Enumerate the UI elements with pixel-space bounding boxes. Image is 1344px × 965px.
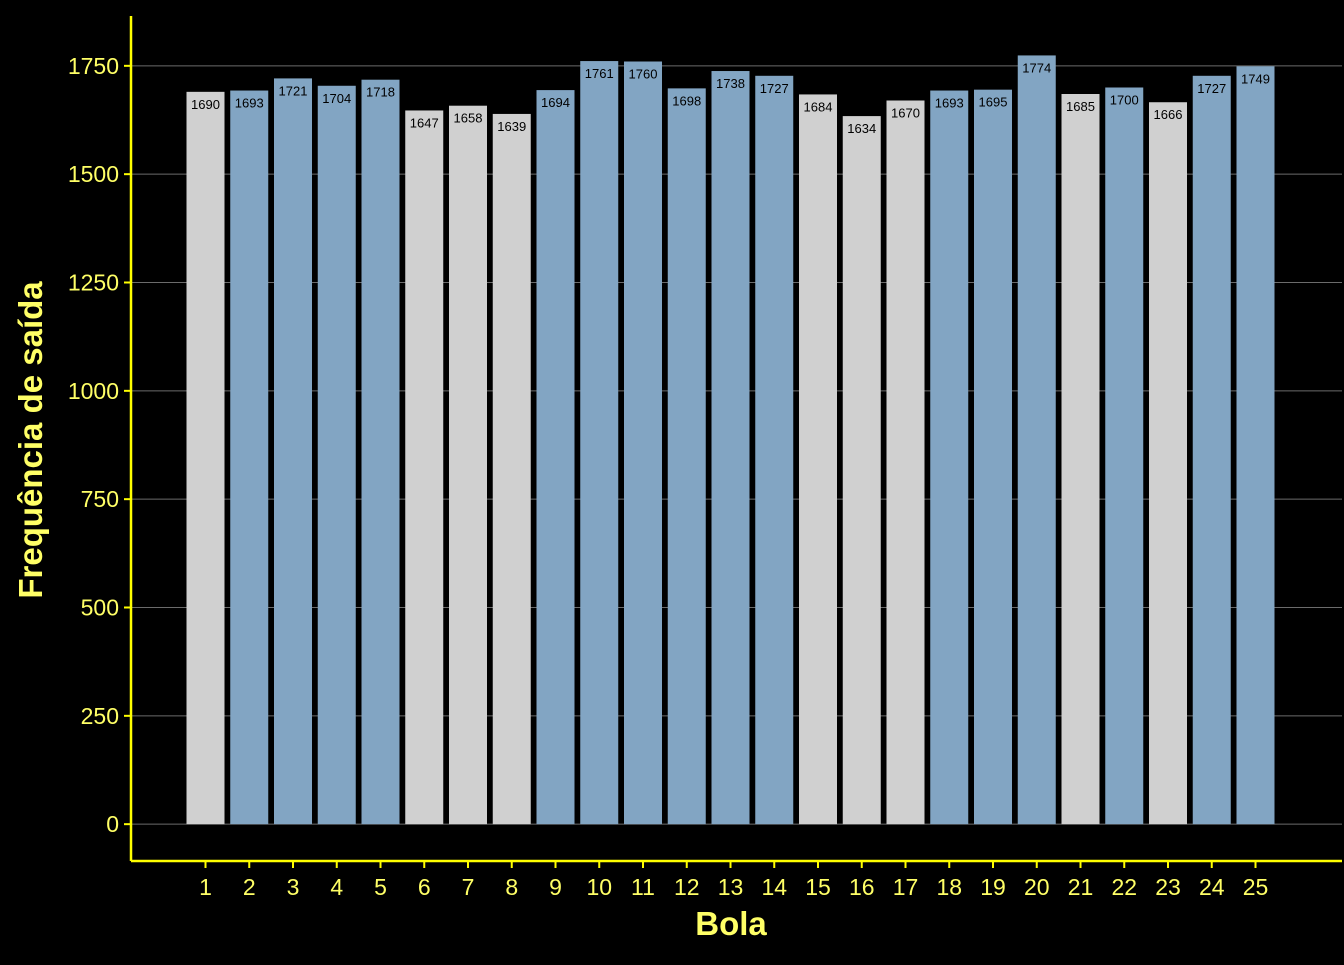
bar: [842, 116, 881, 825]
bar: [449, 105, 487, 825]
bar-value-label: 1647: [410, 115, 439, 130]
x-tick-label: 7: [462, 874, 475, 900]
bar: [186, 91, 225, 825]
bar-value-label: 1749: [1241, 71, 1270, 86]
x-tick-label: 19: [980, 874, 1006, 900]
bar-value-label: 1684: [804, 99, 833, 114]
x-tick-label: 8: [505, 874, 518, 900]
bar-value-label: 1693: [235, 96, 264, 111]
x-tick-label: 18: [936, 874, 962, 900]
bar-value-label: 1700: [1110, 93, 1139, 108]
bars: [186, 55, 1275, 825]
bar: [405, 110, 444, 825]
bar-value-label: 1695: [979, 95, 1008, 110]
bar-value-label: 1774: [1022, 60, 1051, 75]
x-tick-label: 3: [287, 874, 300, 900]
x-tick-label: 16: [849, 874, 875, 900]
bar-value-label: 1721: [279, 83, 308, 98]
bar: [1017, 55, 1056, 825]
bar-value-label: 1658: [454, 111, 483, 126]
y-tick-label: 250: [81, 703, 119, 729]
bar: [755, 75, 794, 825]
bar-value-label: 1738: [716, 76, 745, 91]
x-tick-label: 22: [1111, 874, 1137, 900]
bar: [361, 79, 400, 825]
x-tick-label: 21: [1068, 874, 1094, 900]
bar-value-label: 1634: [847, 121, 876, 136]
bar: [930, 90, 969, 825]
x-tick-label: 24: [1199, 874, 1225, 900]
bar-value-label: 1670: [891, 106, 920, 121]
bar: [492, 113, 531, 825]
x-tick-label: 15: [805, 874, 831, 900]
bar: [317, 85, 356, 825]
bar: [624, 61, 662, 825]
y-tick-label: 1000: [68, 378, 119, 404]
y-tick-label: 1500: [68, 161, 119, 187]
x-tick-label: 9: [549, 874, 562, 900]
value-labels: 1690 1693 1721 1704 1718 1647 1658 1639 1694 1761…: [191, 60, 1270, 136]
bar-value-label: 1718: [366, 85, 395, 100]
x-tick-label: 5: [374, 874, 387, 900]
bar-value-label: 1666: [1154, 107, 1183, 122]
bar: [536, 90, 575, 825]
y-tick-label: 0: [106, 811, 119, 837]
x-tick-label: 12: [674, 874, 700, 900]
bar: [1061, 94, 1100, 825]
bar: [799, 94, 837, 825]
bar: [1192, 75, 1231, 825]
bar-value-label: 1694: [541, 95, 570, 110]
x-tick-label: 2: [243, 874, 256, 900]
x-tick-label: 10: [586, 874, 612, 900]
bar-value-label: 1727: [1197, 81, 1226, 96]
bar-value-label: 1685: [1066, 99, 1095, 114]
x-tick-label: 17: [893, 874, 919, 900]
bar-value-label: 1690: [191, 97, 220, 112]
y-tick-label: 1250: [68, 270, 119, 296]
bar: [274, 78, 312, 825]
x-tick-label: 25: [1243, 874, 1269, 900]
bar-value-label: 1727: [760, 81, 789, 96]
bar: [886, 100, 925, 825]
bar: [711, 71, 750, 825]
bar: [1149, 102, 1187, 825]
bar-value-label: 1693: [935, 96, 964, 111]
bar: [1105, 87, 1144, 825]
y-tick-label: 500: [81, 595, 119, 621]
bar: [974, 89, 1012, 825]
x-axis-title: Bola: [695, 905, 767, 942]
x-tick-label: 1: [199, 874, 212, 900]
x-tick-label: 6: [418, 874, 431, 900]
bar-value-label: 1760: [629, 67, 658, 82]
bar-value-label: 1761: [585, 66, 614, 81]
y-tick-label: 1750: [68, 53, 119, 79]
bar-value-label: 1704: [322, 91, 351, 106]
x-tick-label: 23: [1155, 874, 1181, 900]
bar: [1236, 66, 1275, 825]
x-tick-label: 11: [631, 874, 655, 900]
x-tick-label: 4: [330, 874, 343, 900]
bar: [230, 90, 269, 825]
bar: [667, 88, 706, 825]
x-tick-label: 20: [1024, 874, 1050, 900]
x-tick-label: 14: [761, 874, 787, 900]
x-tick-label: 13: [718, 874, 744, 900]
y-tick-label: 750: [81, 486, 119, 512]
bar-value-label: 1639: [497, 119, 526, 134]
y-axis-title: Frequência de saída: [12, 281, 49, 599]
bar: [580, 61, 619, 825]
bar-value-label: 1698: [672, 93, 701, 108]
